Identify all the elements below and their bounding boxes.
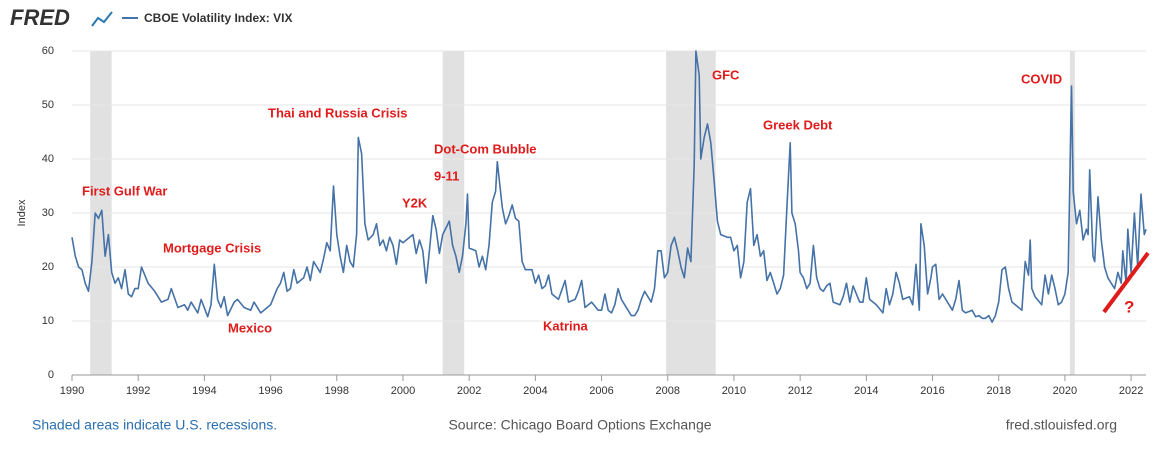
y-tick-label: 20 <box>42 261 54 273</box>
trend-arrow <box>1102 251 1150 314</box>
x-tick-label: 2006 <box>589 385 613 397</box>
series-line <box>71 50 1147 323</box>
annotation: GFC <box>712 67 740 82</box>
x-tick-label: 2002 <box>457 385 481 397</box>
annotation: First Gulf War <box>82 183 167 198</box>
x-tick-label: 2008 <box>656 385 680 397</box>
x-tick-label: 1992 <box>126 385 150 397</box>
y-tick-label: 0 <box>48 369 54 381</box>
annotation: Mexico <box>228 320 272 335</box>
footer-center: Source: Chicago Board Options Exchange <box>448 417 711 433</box>
x-tick-label: 2012 <box>788 385 812 397</box>
x-tick-label: 2022 <box>1119 385 1143 397</box>
annotation: Thai and Russia Crisis <box>268 105 407 120</box>
annotation: COVID <box>1021 71 1062 86</box>
annotation: 9-11 <box>434 168 459 183</box>
logo-icon <box>91 11 113 27</box>
y-tick-label: 50 <box>42 99 54 111</box>
footer-right: fred.stlouisfed.org <box>1006 417 1117 433</box>
footer-left: Shaded areas indicate U.S. recessions. <box>32 417 277 433</box>
annotation: Mortgage Crisis <box>163 240 261 255</box>
x-tick-label: 1994 <box>192 385 216 397</box>
annotation: Dot-Com Bubble <box>434 141 537 156</box>
y-tick-label: 10 <box>42 315 54 327</box>
x-tick-label: 2010 <box>722 385 746 397</box>
x-tick-label: 1998 <box>325 385 349 397</box>
x-tick-label: 2020 <box>1053 385 1077 397</box>
x-tick-label: 2018 <box>986 385 1010 397</box>
y-tick-label: 30 <box>42 207 54 219</box>
annotation: Katrina <box>543 318 589 333</box>
x-tick-label: 2004 <box>523 385 547 397</box>
annotation: Greek Debt <box>763 117 833 132</box>
x-tick-label: 2000 <box>391 385 415 397</box>
x-tick-label: 2014 <box>854 385 878 397</box>
logo: FRED <box>10 5 70 30</box>
x-tick-label: 1996 <box>258 385 282 397</box>
y-tick-label: 40 <box>42 153 54 165</box>
y-tick-label: 60 <box>42 45 54 57</box>
y-axis-label: Index <box>16 199 28 226</box>
annotation: Y2K <box>402 195 428 210</box>
legend-label: CBOE Volatility Index: VIX <box>144 11 292 25</box>
annotation: ? <box>1124 297 1134 316</box>
x-tick-label: 1990 <box>60 385 84 397</box>
x-tick-label: 2016 <box>920 385 944 397</box>
